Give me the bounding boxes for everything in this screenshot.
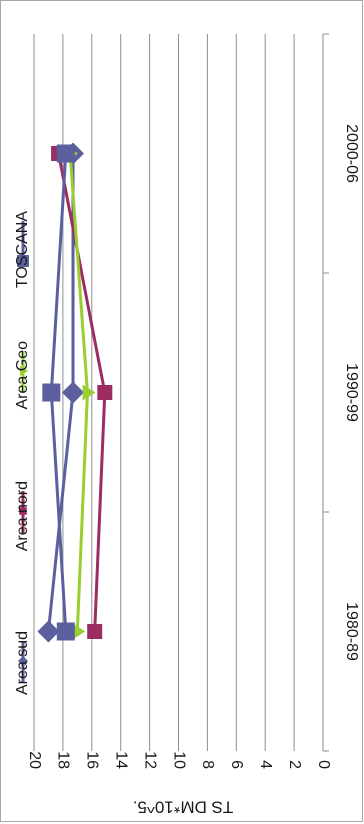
y-tick-label: 16 (84, 751, 101, 769)
legend-label: Area Geo (14, 341, 31, 410)
legend-label: TOSCANA (14, 211, 31, 288)
y-tick-label: 6 (228, 760, 245, 769)
y-tick-label: 10 (170, 751, 187, 769)
data-point (82, 384, 96, 401)
legend: Area sud Area nord Area Geo TOSCANA (14, 211, 31, 695)
legend-marker (20, 366, 28, 376)
axes: 0 2 4 6 8 10 12 14 16 18 20 1980-89 1990-99 2000-06 (26, 33, 360, 769)
category-label: 1990-99 (343, 363, 360, 422)
y-tick-label: 14 (112, 751, 129, 769)
y-tick-label: 12 (141, 751, 158, 769)
legend-label: Area nord (14, 481, 31, 551)
data-point (42, 383, 61, 402)
legend-marker (17, 255, 29, 267)
y-tick-label: 20 (26, 751, 43, 769)
data-point (72, 623, 86, 640)
y-tick-label: 18 (55, 751, 72, 769)
data-point (37, 620, 60, 643)
legend-label: Area sud (14, 631, 31, 695)
category-label: 2000-06 (343, 124, 360, 183)
legend-marker (19, 507, 27, 515)
y-tick-label: 4 (257, 760, 274, 769)
category-label: 1980-89 (343, 602, 360, 661)
y-tick-label: 2 (286, 760, 303, 769)
series-lines (37, 142, 113, 643)
data-point (56, 622, 75, 641)
y-axis-title: TS DM*10^5. (133, 798, 234, 817)
data-point (56, 144, 75, 163)
legend-marker (18, 656, 28, 666)
data-point (87, 624, 103, 639)
y-tick-label: 8 (199, 760, 216, 769)
y-tick-label: 0 (315, 760, 332, 769)
data-point (62, 381, 85, 404)
data-point (97, 385, 113, 400)
